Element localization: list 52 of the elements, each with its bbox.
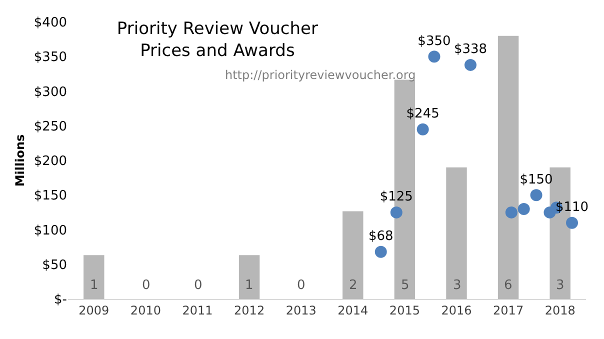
data-label: $150 [520, 172, 553, 188]
data-label: 0 [142, 278, 150, 293]
data-label: 2 [349, 278, 358, 293]
point [530, 189, 542, 202]
y-tick-label: $100 [34, 223, 67, 238]
data-label: 6 [504, 278, 512, 293]
y-tick-label: $400 [34, 16, 67, 31]
point [428, 50, 440, 63]
bar [84, 255, 104, 299]
y-tick-label: $250 [34, 119, 67, 134]
y-tick-label: $50 [42, 258, 67, 273]
y-tick-label: $200 [34, 154, 67, 170]
x-tick-label: 2012 [234, 303, 265, 318]
data-label: $245 [406, 106, 440, 122]
data-label: 1 [90, 278, 98, 293]
data-label: 3 [556, 278, 564, 293]
text: http://priorityreviewvoucher.org [225, 68, 416, 82]
x-tick-label: 2010 [130, 303, 161, 318]
bar [238, 255, 260, 299]
data-label: 5 [401, 278, 410, 293]
data-label: $338 [454, 42, 488, 58]
data-label: 3 [453, 278, 462, 293]
y-tick-label: $150 [34, 188, 67, 204]
y-tick-label: $350 [34, 50, 67, 66]
x-tick-label: 2015 [389, 303, 420, 318]
y-tick-label: $300 [34, 84, 67, 100]
data-label: 0 [297, 278, 306, 293]
data-label: $68 [368, 229, 394, 244]
point [518, 202, 530, 215]
point [505, 206, 518, 218]
point [566, 216, 578, 229]
chart-title: Priority Review Voucher Prices and Awards [116, 18, 318, 61]
x-tick-label: 2014 [338, 303, 368, 318]
x-tick-label: 2016 [441, 303, 472, 318]
x-tick-label: 2011 [182, 303, 213, 318]
x-tick-label: 2013 [286, 303, 316, 318]
point [374, 246, 387, 258]
point [416, 123, 429, 136]
y-tick-label: $- [54, 292, 68, 308]
x-tick-label: 2009 [78, 303, 110, 318]
x-tick-label: 2017 [493, 303, 524, 318]
y-axis-title: Millions [13, 134, 28, 187]
x-tick-label: 2018 [544, 303, 576, 318]
data-label: $350 [418, 34, 451, 49]
data-label: 0 [194, 278, 202, 293]
bar [342, 211, 364, 299]
point [390, 206, 402, 218]
bar [446, 167, 467, 299]
point [464, 58, 476, 71]
data-label: $125 [380, 190, 413, 205]
data-label: 1 [245, 278, 254, 293]
bar [498, 36, 519, 299]
